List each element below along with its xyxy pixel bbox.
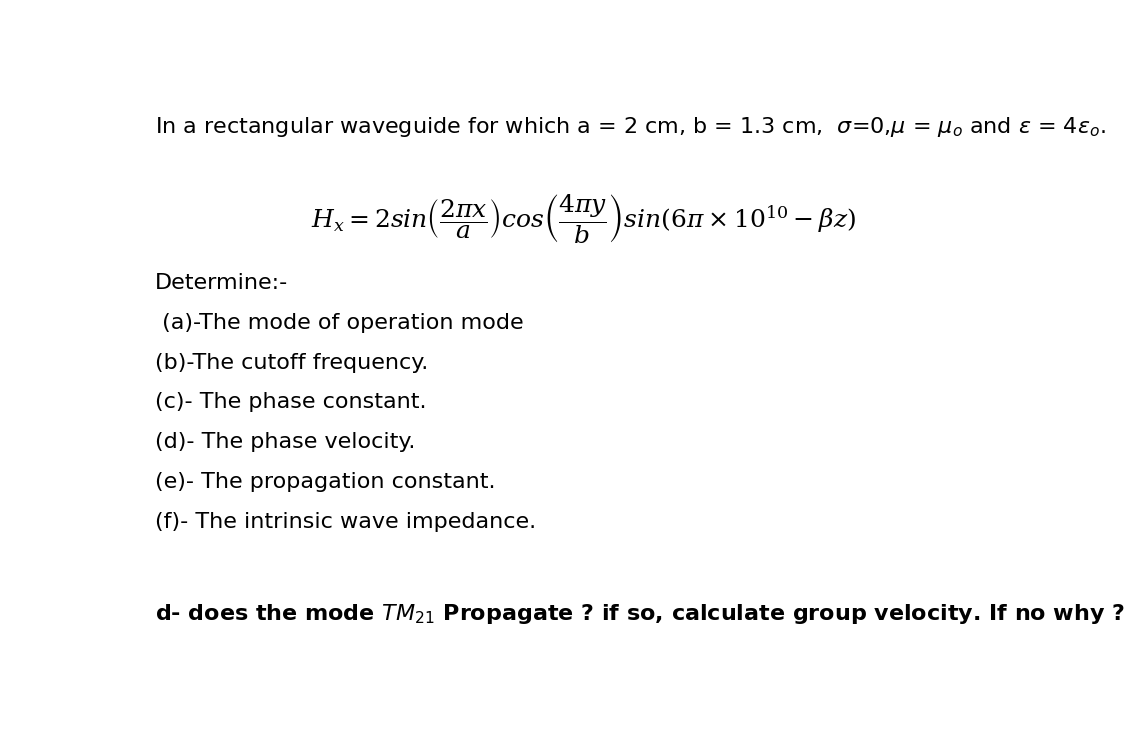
Text: (b)-The cutoff frequency.: (b)-The cutoff frequency.: [155, 353, 428, 373]
Text: Determine:-: Determine:-: [155, 273, 288, 293]
Text: In a rectangular waveguide for which a = 2 cm, b = 1.3 cm,  $\sigma$=0,$\mu$ = $: In a rectangular waveguide for which a =…: [155, 115, 1106, 139]
Text: (d)- The phase velocity.: (d)- The phase velocity.: [155, 433, 415, 453]
Text: (f)- The intrinsic wave impedance.: (f)- The intrinsic wave impedance.: [155, 512, 535, 532]
Text: (a)-The mode of operation mode: (a)-The mode of operation mode: [155, 313, 523, 333]
Text: (c)- The phase constant.: (c)- The phase constant.: [155, 393, 426, 413]
Text: (e)- The propagation constant.: (e)- The propagation constant.: [155, 472, 495, 492]
Text: $H_x = 2sin\left(\dfrac{2\pi x}{a}\right)cos\left(\dfrac{4\pi y}{b}\right)sin(6\: $H_x = 2sin\left(\dfrac{2\pi x}{a}\right…: [311, 192, 857, 245]
Text: d- does the mode $\mathit{TM}_{21}$ Propagate ? if so, calculate group velocity.: d- does the mode $\mathit{TM}_{21}$ Prop…: [155, 602, 1124, 626]
